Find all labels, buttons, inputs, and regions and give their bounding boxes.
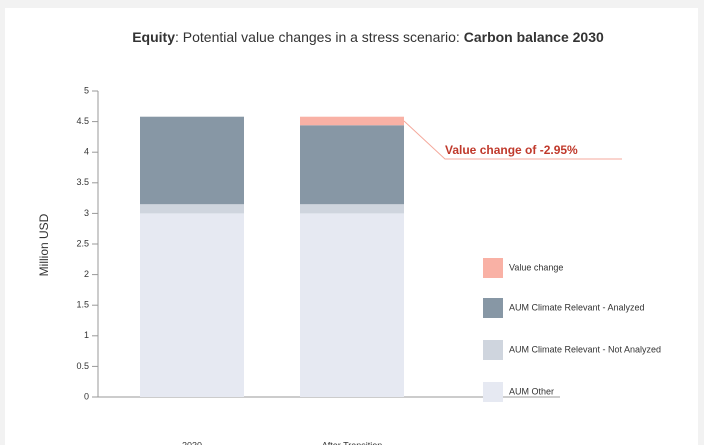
legend-swatch <box>483 340 503 360</box>
y-tick-label: 2.5 <box>76 238 89 248</box>
y-tick-label: 4 <box>84 147 89 157</box>
y-axis-label: Million USD <box>37 213 51 276</box>
bar-segment <box>140 213 244 397</box>
legend-label: Value change <box>509 262 563 272</box>
y-tick-label: 4.5 <box>76 116 89 126</box>
title-part: Carbon balance 2030 <box>464 29 604 45</box>
bar-segment <box>140 116 244 205</box>
bar-segment <box>300 204 404 214</box>
legend-swatch <box>483 382 503 402</box>
annotation: Value change of -2.95% <box>445 143 578 157</box>
y-tick-label: 0 <box>84 391 89 401</box>
y-tick-label: 3 <box>84 208 89 218</box>
annotation-line <box>403 120 622 160</box>
legend-label: AUM Climate Relevant - Analyzed <box>509 302 645 312</box>
legend-label: AUM Climate Relevant - Not Analyzed <box>509 344 661 354</box>
y-tick-label: 1 <box>84 330 89 340</box>
legend-label: AUM Other <box>509 386 554 396</box>
title-part: Equity <box>132 29 175 45</box>
x-tick-label: After Transition <box>322 440 383 445</box>
bar-segment <box>300 116 404 126</box>
legend-swatch <box>483 258 503 278</box>
legend-swatch <box>483 298 503 318</box>
bar-segment <box>300 213 404 397</box>
y-tick-label: 5 <box>84 85 89 95</box>
title-part: : Potential value changes in a stress sc… <box>175 29 464 45</box>
y-tick-label: 0.5 <box>76 361 89 371</box>
y-tick-label: 1.5 <box>76 300 89 310</box>
y-tick-label: 3.5 <box>76 177 89 187</box>
y-tick-label: 2 <box>84 269 89 279</box>
bar-segment <box>140 204 244 214</box>
bar-segment <box>300 125 404 205</box>
chart-title: Equity: Potential value changes in a str… <box>132 29 604 45</box>
x-tick-label: 2030 <box>182 440 202 445</box>
